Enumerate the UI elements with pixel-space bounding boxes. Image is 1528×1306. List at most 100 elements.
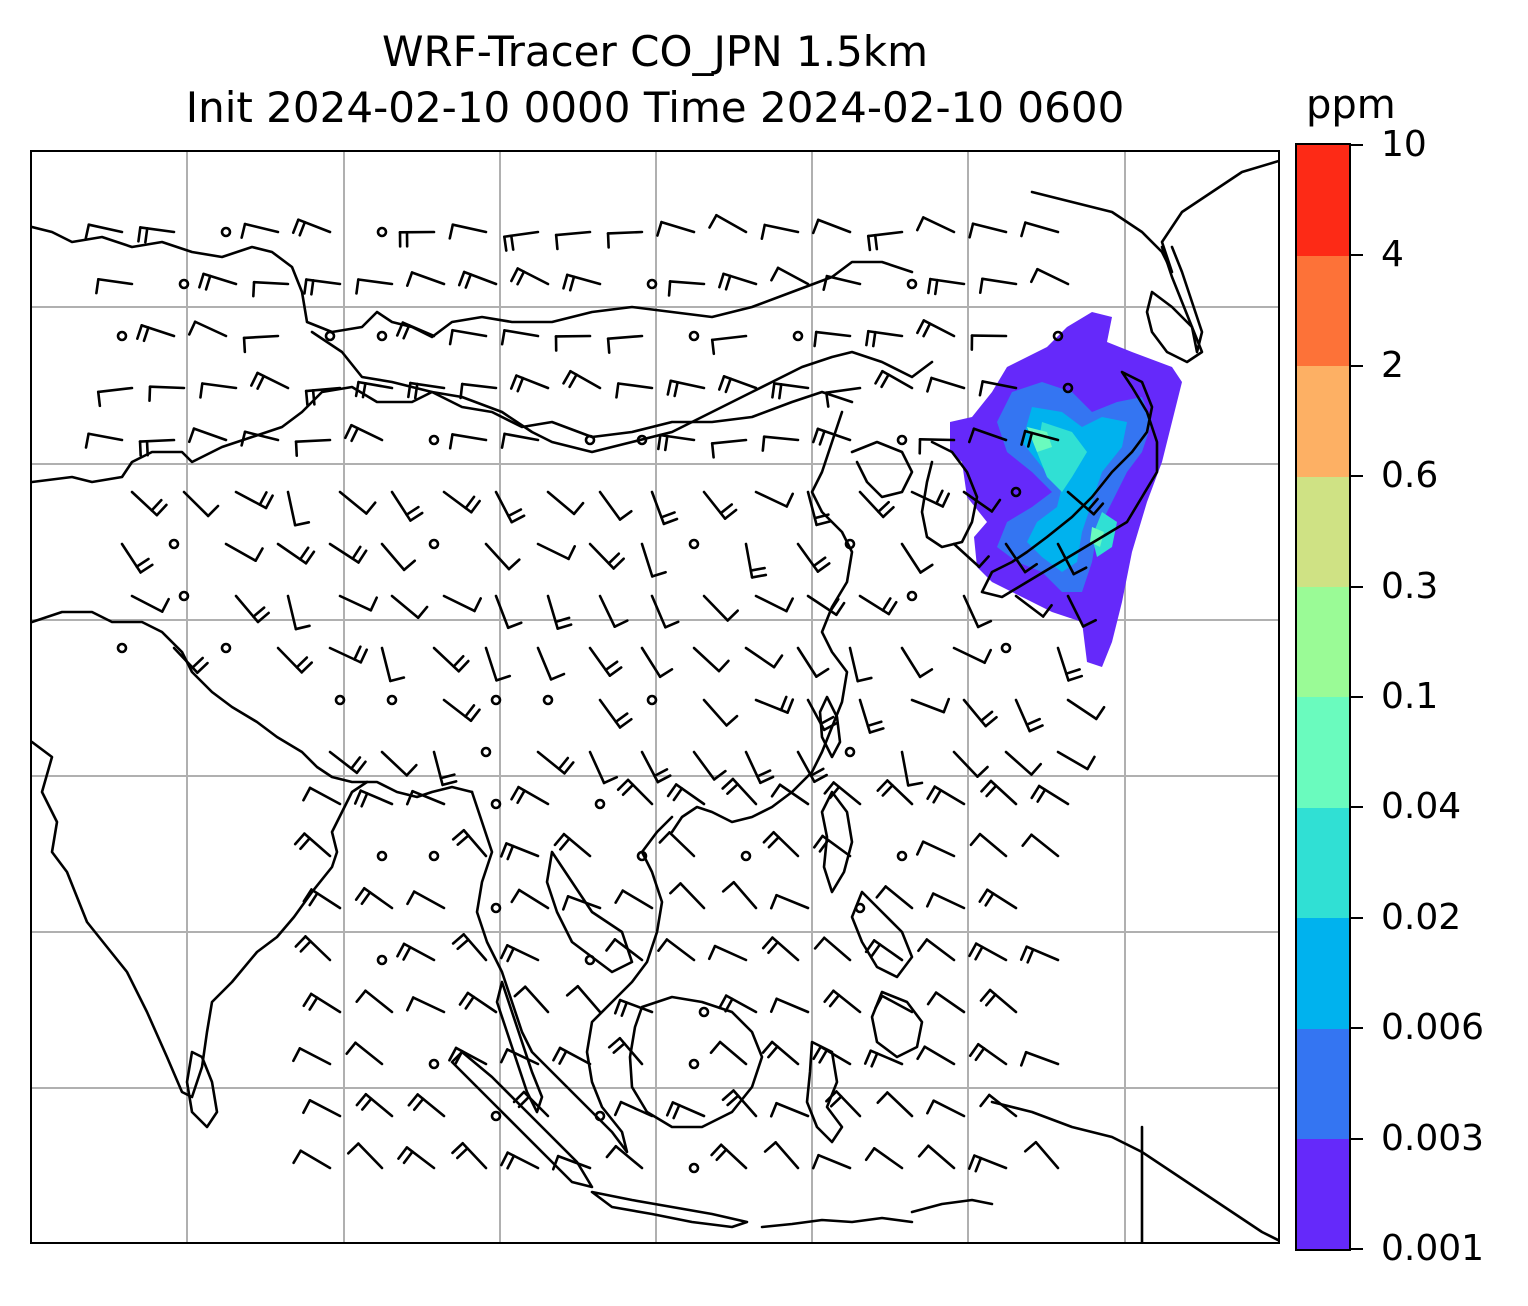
wind-barb <box>451 828 488 858</box>
wind-barb <box>457 270 498 289</box>
wind-barb <box>407 1093 446 1118</box>
coastline-lesser-sunda <box>760 1216 914 1229</box>
wind-barb <box>398 230 436 248</box>
calm-wind-marker <box>178 278 190 290</box>
wind-barb <box>510 888 550 910</box>
wind-barb <box>293 832 332 858</box>
coastline-india <box>32 740 369 1099</box>
coastline-timor <box>910 1198 994 1214</box>
wind-barb <box>796 542 831 573</box>
coastline-java <box>590 1190 749 1229</box>
wind-barb <box>328 750 367 775</box>
calm-wind-marker <box>844 538 856 550</box>
wind-barb <box>926 991 966 1014</box>
wind-barb <box>796 750 828 784</box>
wind-barb <box>355 278 394 295</box>
wind-barb <box>148 385 186 403</box>
wind-barb <box>650 594 680 629</box>
wind-barb <box>702 594 740 622</box>
wind-barb <box>1004 542 1039 574</box>
wind-barb <box>562 273 602 292</box>
wind-barb <box>252 280 290 298</box>
colorbar-tick <box>1351 916 1363 919</box>
wind-barb <box>198 272 238 291</box>
calm-wind-marker <box>376 850 388 862</box>
calm-wind-marker <box>168 538 180 550</box>
wind-barb <box>721 1089 758 1118</box>
wind-barb <box>864 939 904 962</box>
wind-barb <box>962 490 1002 513</box>
wind-barb <box>302 786 342 806</box>
wind-barb <box>658 831 696 858</box>
wind-barb <box>292 1149 332 1170</box>
coastline-russia-far-east <box>1030 159 1278 274</box>
wind-barb <box>130 594 170 613</box>
wind-barb <box>858 698 885 734</box>
wind-barb <box>717 375 758 394</box>
calm-wind-marker <box>698 1006 710 1018</box>
wind-barb <box>1014 594 1053 618</box>
calm-wind-marker <box>636 434 648 446</box>
wind-barb <box>616 778 654 806</box>
colorbar-segment <box>1297 1028 1349 1140</box>
wind-barb <box>692 750 727 781</box>
map-title-line-2: Init 2024-02-10 0000 Time 2024-02-10 060… <box>185 83 1125 132</box>
wind-barb <box>640 646 674 679</box>
calm-wind-marker <box>376 226 388 238</box>
wind-barb <box>710 334 748 356</box>
wind-barb <box>952 646 993 665</box>
colorbar-tick <box>1351 144 1363 146</box>
wind-barb <box>708 213 748 234</box>
coastline-china-east <box>670 410 854 834</box>
wind-barb <box>494 490 526 524</box>
calm-wind-marker <box>584 434 596 446</box>
wind-barb <box>187 320 228 338</box>
wind-barb <box>718 272 758 291</box>
calm-wind-marker <box>386 694 398 706</box>
wind-barb <box>812 1045 852 1066</box>
wind-barb <box>978 380 1018 397</box>
coastline-hokkaido <box>1145 290 1204 364</box>
wind-barb <box>811 427 852 446</box>
colorbar-tick <box>1351 696 1363 698</box>
wind-barb <box>302 888 342 910</box>
wind-barb <box>915 840 956 858</box>
wind-barb <box>536 542 576 561</box>
wind-barb <box>1066 594 1098 628</box>
calm-wind-marker <box>740 850 752 862</box>
wind-barb <box>1020 429 1060 448</box>
colorbar-tick <box>1351 475 1363 478</box>
colorbar-tick <box>1351 1248 1363 1250</box>
wind-barb <box>918 438 956 455</box>
wind-barb <box>598 594 629 628</box>
coastline-indochina <box>470 790 674 1154</box>
wind-barb <box>536 750 575 775</box>
wind-barb <box>509 374 550 393</box>
wind-barb <box>614 889 654 910</box>
wind-barb <box>770 266 810 286</box>
wind-barb <box>926 785 966 806</box>
wind-barb <box>354 380 394 399</box>
wind-barb <box>640 542 667 578</box>
wind-barb <box>546 594 573 630</box>
wind-barb <box>484 542 521 571</box>
wind-barb <box>666 379 706 398</box>
colorbar-segment <box>1297 1138 1349 1250</box>
map-panel[interactable] <box>30 150 1280 1244</box>
wind-barb <box>607 1036 644 1066</box>
calm-wind-marker <box>220 642 232 654</box>
border-central-asia <box>32 225 914 339</box>
wind-barb <box>806 594 846 617</box>
coastline-sri-lanka <box>185 1050 219 1129</box>
wind-barb <box>666 783 706 806</box>
wind-barb <box>864 1147 904 1170</box>
wind-barb <box>917 1144 956 1170</box>
wind-barb <box>754 594 794 613</box>
wind-barb <box>458 991 498 1014</box>
calm-wind-marker <box>178 590 190 602</box>
wind-barb <box>813 330 852 348</box>
wind-barb <box>442 698 481 723</box>
colorbar-segment <box>1297 807 1349 919</box>
wind-barb <box>962 594 993 629</box>
colorbar-tick <box>1351 1137 1363 1140</box>
